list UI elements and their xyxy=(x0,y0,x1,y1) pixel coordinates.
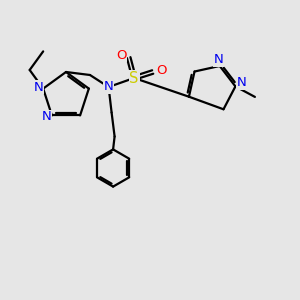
Text: O: O xyxy=(156,64,166,77)
Text: N: N xyxy=(42,110,51,123)
Text: N: N xyxy=(237,76,247,89)
Text: N: N xyxy=(213,53,223,66)
Text: N: N xyxy=(34,81,43,94)
Text: O: O xyxy=(116,49,127,62)
Text: N: N xyxy=(104,80,113,94)
Text: S: S xyxy=(129,70,139,86)
